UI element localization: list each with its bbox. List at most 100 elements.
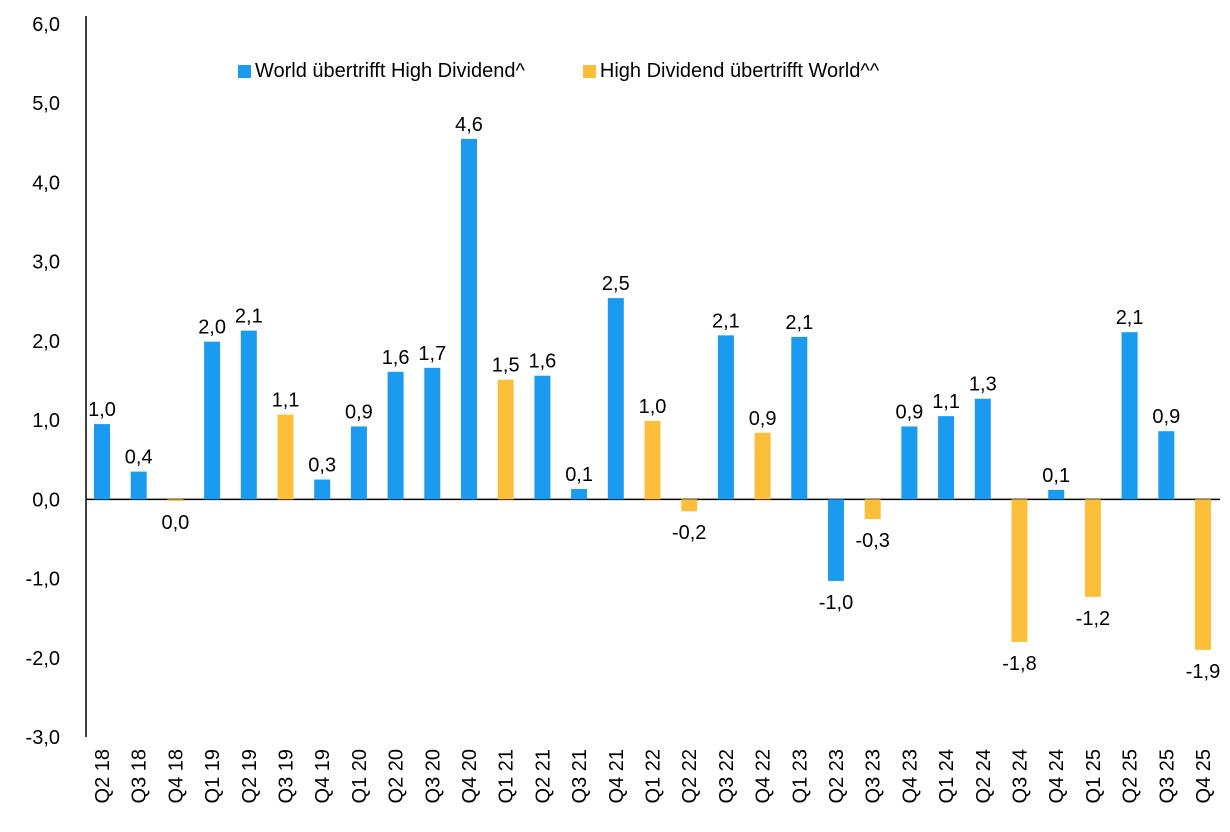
bar [534, 375, 551, 500]
data-label: 1,6 [382, 347, 410, 369]
data-label: 0,1 [1042, 465, 1070, 487]
x-tick-label: Q3 23 [863, 749, 885, 803]
bar [387, 371, 404, 500]
y-tick-label: 2,0 [32, 331, 60, 353]
y-tick-label: 6,0 [32, 14, 60, 36]
bar [314, 479, 331, 500]
bar [828, 499, 844, 581]
bar [1048, 489, 1065, 500]
bar [130, 471, 147, 500]
bar [1011, 499, 1028, 642]
data-label: 0,0 [161, 512, 189, 534]
y-tick-label: 1,0 [32, 410, 60, 432]
x-tick-label: Q4 24 [1046, 749, 1068, 803]
legend-swatch-world [238, 65, 251, 78]
bar [240, 330, 257, 500]
data-label: 2,1 [785, 312, 813, 334]
bar [717, 335, 734, 500]
bar [864, 499, 881, 520]
x-tick-label: Q2 25 [1120, 749, 1142, 803]
bar [791, 336, 808, 500]
data-label: 2,1 [235, 306, 263, 328]
x-tick-label: Q2 18 [92, 749, 114, 803]
bar [1121, 332, 1138, 500]
x-tick-label: Q2 20 [386, 749, 408, 803]
data-label: 1,3 [969, 374, 997, 396]
x-tick-label: Q3 24 [1010, 749, 1032, 803]
data-label: 2,1 [1116, 307, 1144, 329]
legend-item-high-dividend: High Dividend übertrifft World^^ [582, 60, 880, 83]
x-tick-label: Q4 20 [459, 749, 481, 803]
bar [461, 138, 477, 500]
y-tick-label: 0,0 [32, 489, 60, 511]
x-tick-label: Q1 20 [349, 749, 371, 803]
x-tick-label: Q4 19 [312, 749, 334, 803]
x-tick-label: Q1 24 [936, 749, 958, 803]
legend-label-high-dividend: High Dividend übertrifft World^^ [599, 60, 880, 82]
data-label: 2,5 [602, 273, 630, 295]
bar [350, 426, 367, 500]
bar [497, 379, 514, 500]
chart-legend: World übertrifft High Dividend^ High Div… [238, 60, 879, 83]
legend-label-world: World übertrifft High Dividend^ [255, 60, 525, 82]
data-label: 2,1 [712, 310, 740, 332]
data-label: 0,9 [345, 401, 373, 423]
x-tick-label: Q4 23 [899, 749, 921, 803]
x-tick-label: Q3 19 [276, 749, 298, 803]
data-label: -0,3 [855, 530, 889, 552]
data-label: -1,0 [819, 592, 853, 614]
x-tick-label: Q1 25 [1083, 749, 1105, 803]
bar [644, 420, 661, 500]
x-tick-label: Q3 21 [569, 749, 591, 803]
data-label: 1,7 [418, 343, 446, 365]
x-tick-label: Q3 22 [716, 749, 738, 803]
x-tick-label: Q2 19 [239, 749, 261, 803]
x-tick-label: Q4 22 [753, 749, 775, 803]
x-tick-label: Q1 23 [789, 749, 811, 803]
x-tick-label: Q3 18 [129, 749, 151, 803]
y-tick-label: -1,0 [26, 569, 60, 591]
bar [607, 298, 624, 500]
x-tick-label: Q4 18 [165, 749, 187, 803]
data-label: 1,0 [639, 396, 667, 418]
y-tick-label: -2,0 [26, 648, 60, 670]
bar [277, 414, 294, 500]
x-tick-label: Q4 25 [1193, 749, 1215, 803]
bar [1195, 499, 1211, 650]
data-label: 1,1 [932, 391, 960, 413]
y-tick-label: -3,0 [26, 727, 60, 749]
x-tick-label: Q2 24 [973, 749, 995, 803]
data-label: 0,3 [308, 455, 336, 477]
data-label: -1,2 [1076, 608, 1110, 630]
bar [901, 426, 918, 500]
data-label: -0,2 [672, 522, 706, 544]
data-label: 0,9 [895, 401, 923, 423]
x-tick-label: Q4 21 [606, 749, 628, 803]
data-label: -1,8 [1002, 653, 1036, 675]
data-label: 0,9 [1152, 406, 1180, 428]
data-label: 1,1 [272, 390, 300, 412]
y-tick-label: 4,0 [32, 172, 60, 194]
data-label: 0,4 [125, 447, 153, 469]
bar [938, 416, 955, 500]
bar [681, 499, 698, 512]
y-tick-label: 5,0 [32, 93, 60, 115]
bar [1084, 499, 1101, 597]
bar [167, 499, 184, 501]
bar [974, 398, 991, 500]
y-tick-label: 3,0 [32, 252, 60, 274]
bar [754, 432, 771, 500]
bar [424, 367, 441, 500]
data-label: 1,5 [492, 355, 520, 377]
data-label: 1,0 [88, 399, 116, 421]
x-tick-label: Q1 22 [643, 749, 665, 803]
x-tick-label: Q3 25 [1156, 749, 1178, 803]
bar [94, 424, 110, 500]
x-tick-label: Q1 21 [496, 749, 518, 803]
data-label: 1,6 [528, 351, 556, 373]
data-label: 4,6 [455, 114, 483, 136]
bar [571, 489, 588, 500]
x-tick-label: Q1 19 [202, 749, 224, 803]
data-label: 0,9 [749, 408, 777, 430]
